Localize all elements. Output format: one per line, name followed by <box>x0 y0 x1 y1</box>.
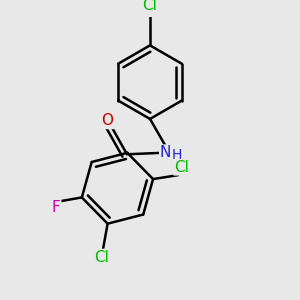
Text: Cl: Cl <box>142 0 158 13</box>
Text: Cl: Cl <box>94 250 109 265</box>
Text: N: N <box>160 145 171 160</box>
Text: F: F <box>52 200 61 215</box>
Text: Cl: Cl <box>174 160 189 175</box>
Text: O: O <box>102 113 114 128</box>
Text: H: H <box>172 148 182 162</box>
